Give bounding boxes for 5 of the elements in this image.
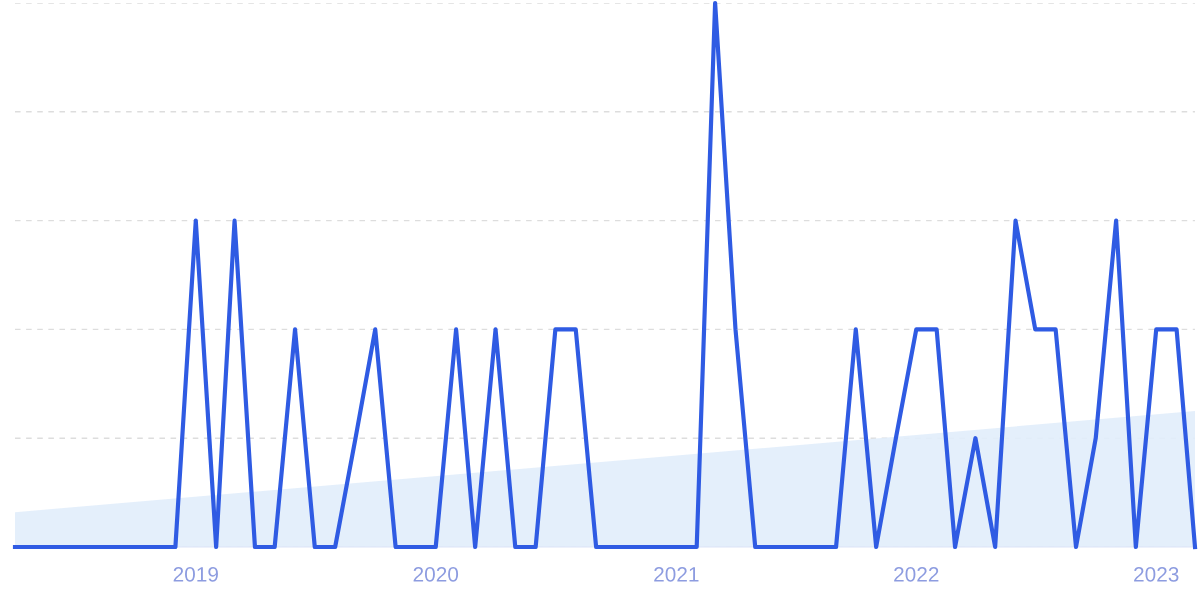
x-tick-label: 2023 bbox=[1134, 566, 1179, 582]
x-tick-label: 2021 bbox=[654, 566, 699, 582]
x-tick-label: 2020 bbox=[413, 566, 459, 582]
x-tick-label: 2022 bbox=[894, 566, 939, 582]
x-tick-label: 2019 bbox=[173, 566, 218, 582]
